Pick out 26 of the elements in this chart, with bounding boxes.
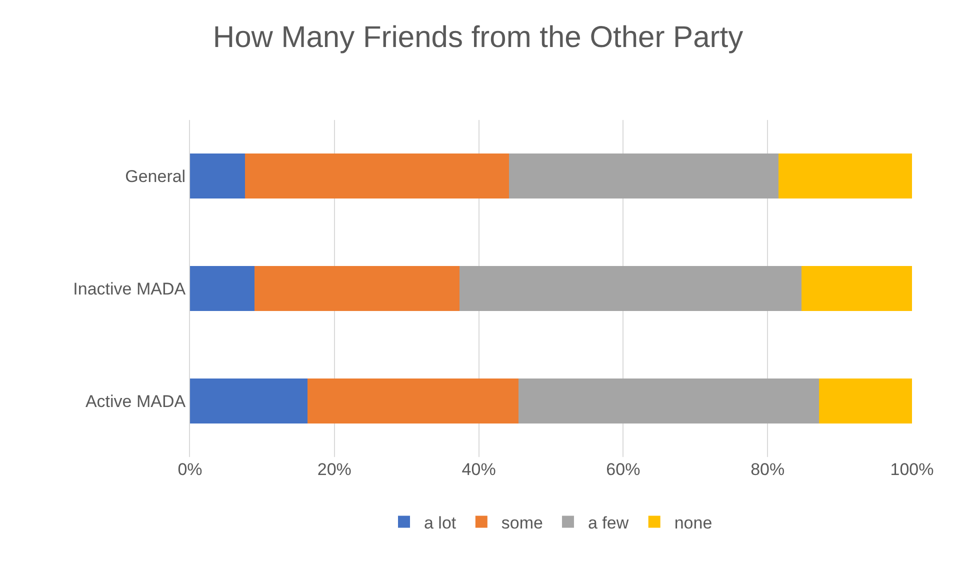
bar (802, 266, 912, 311)
bar (818, 378, 912, 424)
x-tick-label: 0% (178, 460, 202, 479)
bar (459, 266, 802, 311)
x-tick-label: 40% (462, 460, 496, 479)
y-tick-label: Active MADA (85, 392, 186, 411)
y-tick-label: Inactive MADA (73, 279, 186, 298)
legend-label: some (501, 513, 543, 532)
bar (518, 378, 819, 424)
legend-label: a few (588, 513, 630, 532)
bar (190, 266, 254, 311)
bar (254, 266, 460, 311)
bar (308, 378, 519, 424)
legend-label: a lot (424, 513, 456, 532)
bar (190, 378, 308, 424)
bar (509, 154, 778, 199)
x-tick-label: 20% (317, 460, 352, 479)
chart-title: How Many Friends from the Other Party (212, 20, 744, 54)
x-tick-label: 100% (890, 460, 934, 479)
bar (190, 154, 245, 199)
x-tick-label: 80% (750, 460, 785, 479)
bar (778, 154, 912, 199)
x-tick-label: 60% (606, 460, 640, 479)
bar (244, 154, 510, 199)
legend-label: none (674, 513, 712, 532)
y-tick-label: General (125, 167, 186, 186)
